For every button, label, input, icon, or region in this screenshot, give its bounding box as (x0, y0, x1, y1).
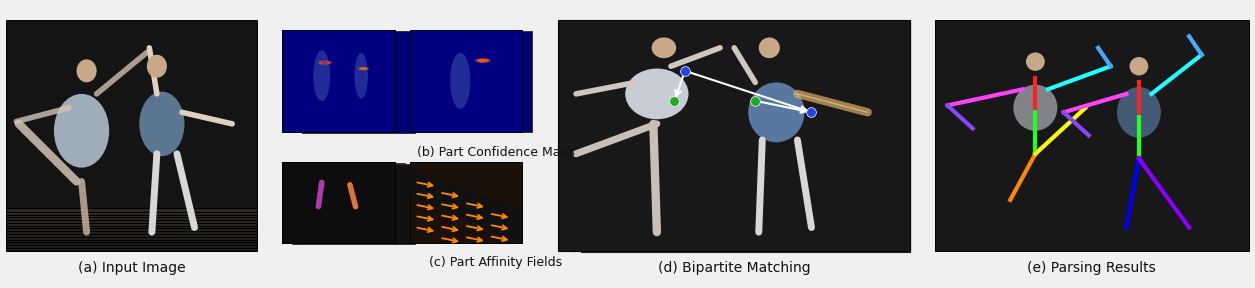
Bar (558, 20, 910, 251)
Polygon shape (409, 170, 522, 243)
Bar (302, 31, 415, 133)
Ellipse shape (77, 59, 97, 82)
Ellipse shape (359, 67, 368, 70)
Ellipse shape (1117, 87, 1161, 138)
Bar (6, 241, 257, 245)
Bar (6, 224, 257, 228)
Ellipse shape (1130, 57, 1148, 75)
Bar (6, 20, 257, 251)
Bar (6, 244, 257, 248)
Bar (292, 31, 405, 132)
Bar (581, 22, 910, 252)
Ellipse shape (320, 61, 330, 64)
Ellipse shape (358, 67, 369, 70)
Text: (e) Parsing Results: (e) Parsing Results (1028, 261, 1156, 275)
Bar (6, 219, 257, 223)
Bar (6, 235, 257, 240)
Ellipse shape (748, 82, 804, 142)
Bar (6, 213, 257, 217)
Bar (282, 30, 395, 132)
Bar (282, 30, 395, 132)
Bar (558, 20, 910, 251)
Bar (6, 208, 257, 212)
Bar (6, 247, 257, 251)
Bar (935, 20, 1249, 251)
Ellipse shape (321, 61, 329, 64)
Ellipse shape (451, 53, 471, 109)
Ellipse shape (1027, 52, 1044, 71)
Text: (c) Part Affinity Fields: (c) Part Affinity Fields (429, 255, 562, 269)
Bar (6, 238, 257, 242)
Ellipse shape (1014, 85, 1058, 131)
Bar (6, 227, 257, 231)
Ellipse shape (651, 37, 676, 58)
Ellipse shape (474, 58, 491, 63)
Ellipse shape (354, 53, 368, 98)
Ellipse shape (319, 60, 331, 65)
Bar (282, 162, 395, 243)
Bar (302, 164, 415, 244)
Ellipse shape (314, 50, 330, 101)
Ellipse shape (477, 59, 488, 62)
Text: (b) Part Confidence Maps: (b) Part Confidence Maps (417, 146, 575, 159)
Bar (409, 30, 522, 132)
Ellipse shape (147, 55, 167, 78)
Bar (419, 31, 532, 132)
Bar (6, 216, 257, 220)
Bar (570, 21, 910, 251)
Ellipse shape (625, 69, 689, 119)
Text: (d) Bipartite Matching: (d) Bipartite Matching (658, 261, 811, 275)
Bar (292, 163, 405, 244)
Ellipse shape (759, 37, 779, 58)
Ellipse shape (54, 94, 109, 168)
Text: (a) Input Image: (a) Input Image (78, 261, 186, 275)
Bar (6, 230, 257, 234)
Bar (6, 221, 257, 226)
Bar (6, 233, 257, 237)
Bar (6, 211, 257, 215)
Bar (409, 162, 522, 243)
Ellipse shape (139, 92, 184, 156)
Bar (409, 30, 522, 132)
Bar (282, 162, 395, 243)
